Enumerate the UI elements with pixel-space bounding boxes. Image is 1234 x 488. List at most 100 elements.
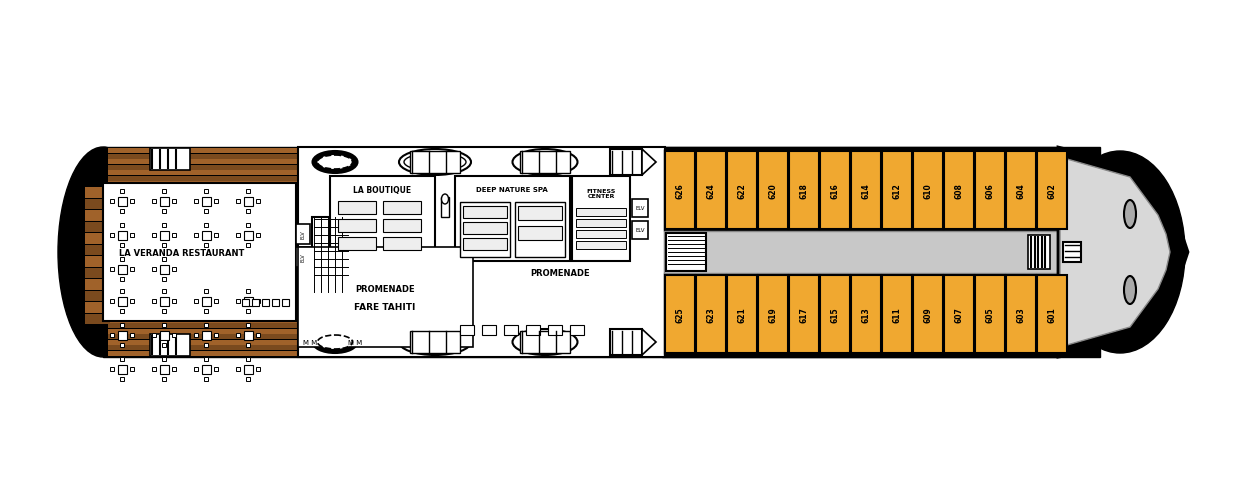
Bar bbox=[152, 367, 155, 371]
Ellipse shape bbox=[317, 335, 353, 349]
Text: FARE TAHITI: FARE TAHITI bbox=[354, 303, 416, 312]
Text: 607: 607 bbox=[955, 306, 964, 322]
Bar bbox=[851, 152, 881, 229]
Bar bbox=[109, 160, 300, 164]
Bar bbox=[696, 152, 726, 229]
Text: 623: 623 bbox=[707, 306, 716, 322]
Bar bbox=[576, 230, 626, 239]
Bar bbox=[463, 206, 507, 219]
Bar bbox=[518, 226, 561, 241]
Bar bbox=[1037, 152, 1067, 229]
Bar bbox=[632, 200, 648, 218]
Text: 625: 625 bbox=[675, 306, 685, 322]
Bar bbox=[109, 318, 300, 323]
Bar bbox=[246, 357, 251, 361]
Bar bbox=[246, 324, 251, 327]
Bar bbox=[520, 152, 570, 174]
Bar bbox=[204, 309, 209, 313]
Bar bbox=[1037, 275, 1067, 353]
Bar bbox=[162, 224, 167, 227]
Bar bbox=[244, 198, 253, 206]
Bar bbox=[172, 333, 176, 337]
Bar bbox=[727, 275, 756, 353]
Bar bbox=[236, 299, 239, 304]
Bar bbox=[383, 202, 421, 215]
Bar bbox=[213, 200, 218, 203]
Bar bbox=[162, 244, 167, 247]
Bar bbox=[152, 200, 155, 203]
Bar bbox=[789, 152, 819, 229]
Bar bbox=[172, 267, 176, 271]
Bar bbox=[120, 258, 123, 262]
Ellipse shape bbox=[512, 150, 578, 176]
Bar bbox=[160, 365, 169, 374]
Bar bbox=[297, 148, 665, 357]
Bar bbox=[194, 367, 197, 371]
Bar bbox=[194, 333, 197, 337]
Bar bbox=[118, 365, 127, 374]
Text: 613: 613 bbox=[861, 306, 870, 322]
Text: PROMENADE: PROMENADE bbox=[355, 285, 415, 294]
Bar bbox=[85, 291, 110, 302]
Bar bbox=[441, 198, 449, 218]
Text: LA BOUTIQUE: LA BOUTIQUE bbox=[353, 185, 411, 194]
Bar bbox=[85, 187, 110, 198]
Bar bbox=[455, 177, 570, 262]
Bar bbox=[727, 152, 756, 229]
Bar bbox=[109, 182, 300, 186]
Bar bbox=[244, 297, 253, 306]
Bar bbox=[109, 324, 300, 328]
Bar bbox=[1006, 275, 1037, 353]
Bar bbox=[576, 220, 626, 227]
Bar bbox=[610, 150, 642, 176]
Bar bbox=[152, 299, 155, 304]
Ellipse shape bbox=[312, 152, 358, 174]
Text: 615: 615 bbox=[830, 306, 839, 322]
Bar bbox=[120, 377, 123, 381]
Text: 603: 603 bbox=[1017, 306, 1025, 322]
Bar bbox=[515, 203, 565, 258]
Bar bbox=[120, 278, 123, 282]
Bar bbox=[913, 152, 943, 229]
Text: 605: 605 bbox=[986, 306, 995, 322]
Text: 620: 620 bbox=[769, 183, 777, 199]
Text: 614: 614 bbox=[861, 183, 870, 199]
Bar bbox=[460, 203, 510, 258]
Bar bbox=[160, 331, 169, 340]
Bar bbox=[664, 273, 1058, 355]
Bar bbox=[1006, 152, 1037, 229]
Bar bbox=[242, 299, 249, 306]
Bar bbox=[383, 238, 421, 250]
Bar bbox=[236, 234, 239, 238]
Bar bbox=[162, 343, 167, 347]
Bar bbox=[255, 299, 260, 304]
Bar bbox=[463, 223, 507, 235]
Bar bbox=[130, 367, 135, 371]
Ellipse shape bbox=[58, 148, 148, 357]
Bar bbox=[130, 267, 135, 271]
Bar bbox=[152, 333, 155, 337]
Bar bbox=[194, 234, 197, 238]
Bar bbox=[576, 242, 626, 249]
Bar bbox=[518, 206, 561, 221]
Bar bbox=[130, 234, 135, 238]
Bar bbox=[160, 198, 169, 206]
Bar bbox=[109, 329, 300, 334]
Bar bbox=[162, 209, 167, 214]
Bar bbox=[665, 152, 695, 229]
Text: 612: 612 bbox=[892, 183, 902, 199]
Polygon shape bbox=[1058, 148, 1188, 357]
Bar bbox=[130, 333, 135, 337]
Bar bbox=[120, 309, 123, 313]
Bar bbox=[463, 239, 507, 250]
Ellipse shape bbox=[399, 150, 471, 176]
Bar bbox=[130, 200, 135, 203]
Bar bbox=[160, 265, 169, 274]
Text: 604: 604 bbox=[1017, 183, 1025, 199]
Bar bbox=[120, 357, 123, 361]
Bar bbox=[236, 367, 239, 371]
Bar bbox=[246, 190, 251, 194]
Bar bbox=[758, 152, 789, 229]
Bar bbox=[821, 152, 850, 229]
Bar bbox=[109, 165, 300, 170]
